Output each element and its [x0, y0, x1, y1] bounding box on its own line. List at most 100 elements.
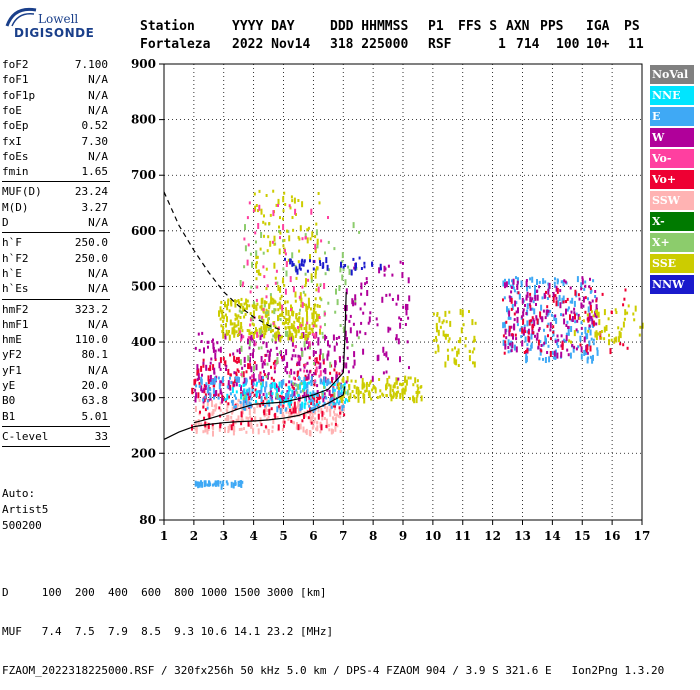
echo-point — [237, 398, 240, 402]
echo-point — [583, 336, 586, 343]
echo-point — [454, 346, 456, 350]
echo-point — [250, 379, 253, 386]
echo-point — [322, 358, 325, 362]
echo-point — [256, 285, 259, 289]
echo-point — [546, 351, 549, 354]
echo-point — [547, 282, 550, 286]
echo-point — [301, 419, 304, 423]
echo-point — [511, 333, 514, 337]
echo-point — [332, 416, 334, 420]
echo-point — [436, 313, 439, 317]
echo-point — [198, 412, 201, 416]
echo-point — [525, 279, 528, 282]
echo-point — [236, 402, 239, 409]
echo-point — [335, 374, 338, 381]
echo-point — [289, 371, 291, 375]
echo-point — [329, 410, 332, 417]
echo-point — [243, 377, 246, 384]
echo-point — [272, 361, 275, 365]
echo-point — [240, 393, 243, 400]
param-value: N/A — [88, 73, 108, 87]
echo-point — [341, 252, 344, 259]
header-row1-cell: DDD HHMMSS — [330, 19, 409, 34]
param-name: D — [2, 216, 9, 229]
echo-point — [287, 411, 290, 415]
echo-point — [304, 396, 307, 400]
echo-point — [268, 303, 271, 310]
echo-point — [314, 350, 317, 354]
echo-point — [304, 334, 307, 341]
echo-point — [437, 346, 440, 353]
echo-point — [327, 340, 329, 347]
echo-point — [510, 290, 513, 294]
echo-point — [439, 325, 442, 329]
echo-point — [251, 337, 254, 341]
echo-point — [198, 348, 201, 352]
echo-point — [284, 307, 287, 311]
echo-point — [229, 353, 232, 357]
echo-point — [354, 297, 357, 304]
echo-point — [218, 362, 221, 369]
echo-point — [247, 420, 250, 427]
echo-point — [577, 293, 580, 297]
echo-point — [278, 225, 280, 229]
echo-point — [358, 230, 361, 234]
echo-point — [448, 337, 451, 341]
echo-point — [291, 335, 294, 342]
echo-point — [545, 290, 547, 294]
echo-point — [360, 267, 363, 270]
echo-point — [584, 310, 587, 314]
echo-point — [314, 297, 317, 301]
echo-point — [203, 384, 206, 387]
echo-point — [405, 303, 407, 310]
echo-point — [273, 242, 276, 246]
echo-point — [570, 340, 572, 344]
echo-point — [283, 238, 286, 242]
echo-point — [270, 330, 272, 334]
echo-point — [207, 345, 209, 349]
echo-point — [539, 316, 542, 320]
echo-point — [285, 261, 288, 267]
echo-point — [304, 236, 307, 239]
echo-point — [573, 307, 576, 311]
echo-point — [535, 315, 538, 319]
echo-point — [279, 318, 282, 321]
echo-point — [301, 237, 304, 241]
echo-point — [314, 268, 317, 275]
echo-point — [275, 346, 278, 350]
echo-point — [435, 338, 438, 342]
echo-point — [230, 419, 233, 423]
echo-point — [216, 481, 219, 485]
echo-point — [510, 307, 513, 311]
echo-point — [248, 393, 251, 396]
echo-point — [543, 328, 545, 332]
echo-point — [207, 340, 210, 344]
echo-point — [274, 308, 277, 312]
echo-point — [249, 363, 252, 370]
echo-point — [219, 480, 222, 484]
echo-point — [234, 359, 237, 363]
echo-point — [318, 401, 321, 405]
echo-point — [301, 317, 304, 324]
echo-point — [573, 300, 576, 307]
echo-point — [335, 342, 338, 346]
echo-point — [267, 328, 270, 331]
param-row: hmF1 N/A — [2, 318, 108, 332]
echo-point — [284, 330, 287, 337]
echo-point — [316, 425, 319, 432]
echo-point — [336, 413, 338, 417]
echo-point — [626, 311, 629, 315]
echo-point — [396, 379, 399, 383]
echo-point — [588, 324, 591, 328]
echo-point — [236, 349, 239, 353]
echo-point — [263, 275, 266, 279]
echo-point — [584, 280, 587, 284]
echo-point — [331, 393, 334, 397]
echo-point — [293, 401, 296, 408]
param-name: yF2 — [2, 348, 22, 362]
header-row2-cell: 10+ — [586, 37, 610, 52]
echo-point — [334, 425, 337, 432]
echo-point — [343, 413, 346, 417]
echo-point — [209, 365, 212, 372]
echo-point — [583, 350, 586, 356]
